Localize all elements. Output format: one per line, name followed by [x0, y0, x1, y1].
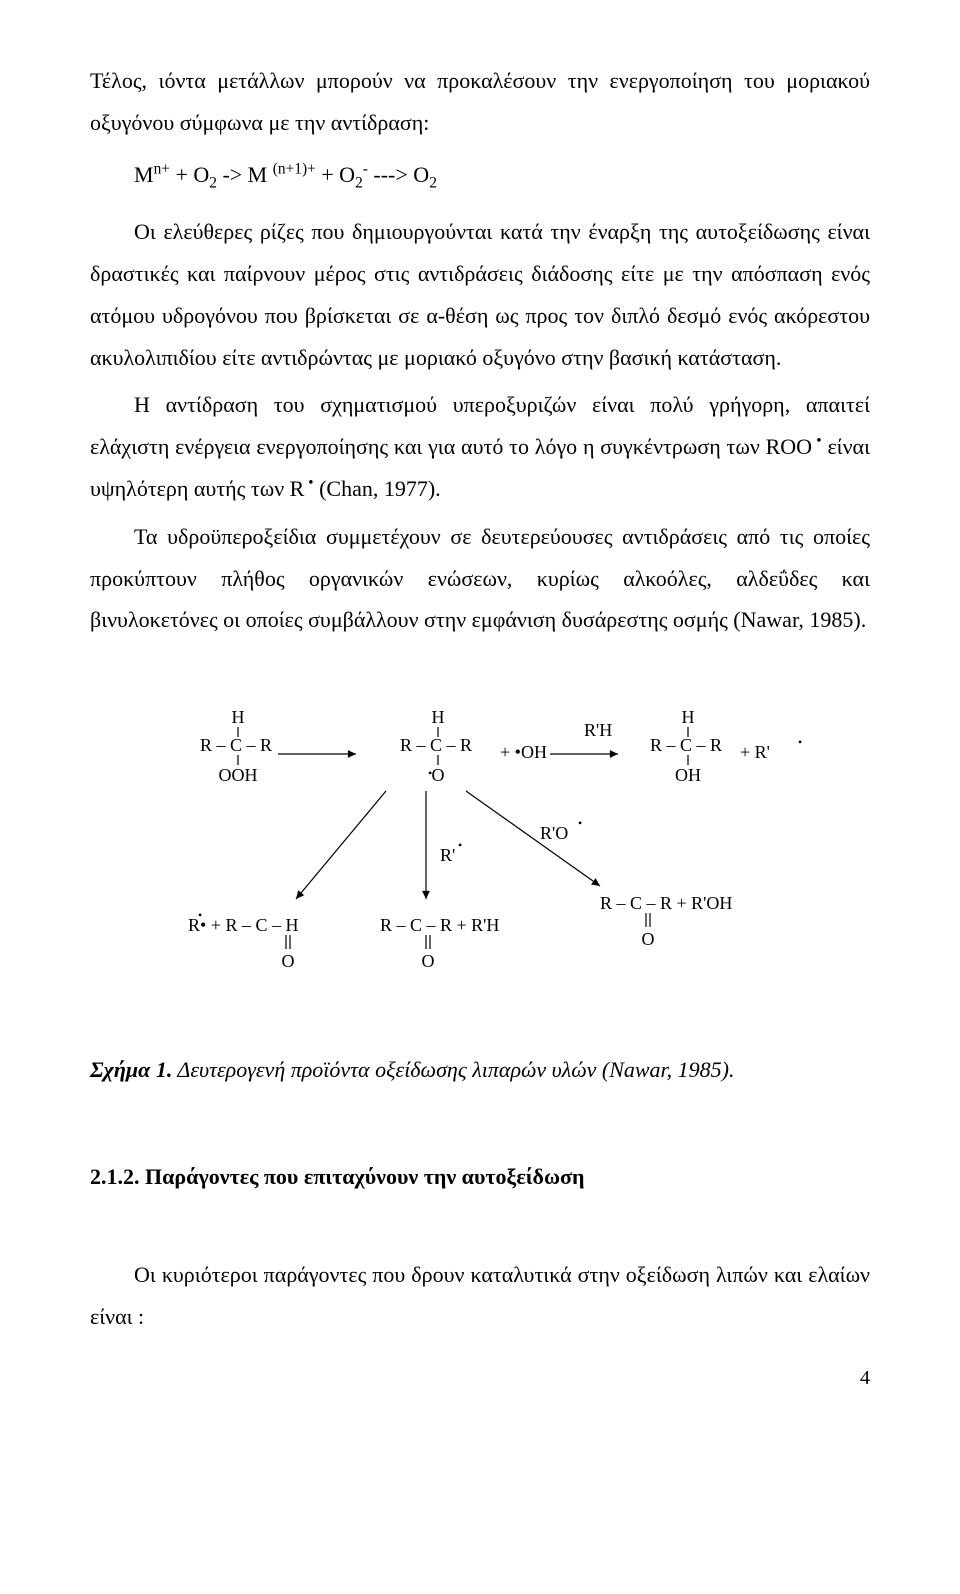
- eq-sub2c: 2: [429, 174, 437, 191]
- svg-text:•: •: [798, 735, 802, 749]
- svg-text:R• + R – C – H: R• + R – C – H: [188, 915, 298, 935]
- p3-part-a: Η αντίδραση του σχηματισμού υπεροξυριζών…: [90, 392, 870, 459]
- eq-arrow1: -> M: [217, 162, 273, 187]
- paragraph-last: Οι κυριότεροι παράγοντες που δρουν καταλ…: [90, 1254, 870, 1338]
- p3-dot2: •: [304, 475, 313, 492]
- eq-sub2a: 2: [209, 174, 217, 191]
- svg-text:OOH: OOH: [219, 765, 258, 785]
- svg-text:R – C – R: R – C – R: [400, 735, 472, 755]
- reaction-scheme-figure: HR – C – ROOHHR – C – R•OHR – C – ROH+ •…: [140, 681, 820, 1001]
- paragraph-3: Η αντίδραση του σχηματισμού υπεροξυριζών…: [90, 384, 870, 509]
- svg-text:R – C – R: R – C – R: [650, 735, 722, 755]
- figure-caption: Σχήμα 1. Δευτερογενή προϊόντα οξείδωσης …: [90, 1051, 870, 1088]
- svg-text:+ •OH: + •OH: [500, 742, 547, 762]
- svg-text:R – C – R: R – C – R: [200, 735, 272, 755]
- reaction-scheme-svg: HR – C – ROOHHR – C – R•OHR – C – ROH+ •…: [140, 681, 820, 1001]
- eq-n-plus: n+: [154, 160, 170, 177]
- svg-text:R'O: R'O: [540, 823, 568, 843]
- svg-text:OH: OH: [675, 765, 701, 785]
- svg-text:O: O: [422, 951, 435, 971]
- eq-plus-o2: + O: [316, 162, 355, 187]
- svg-text:H: H: [432, 707, 445, 727]
- paragraph-lead: Τέλος, ιόντα μετάλλων μπορούν να προκαλέ…: [90, 60, 870, 144]
- paragraph-2: Οι ελεύθερες ρίζες που δημιουργούνται κα…: [90, 211, 870, 378]
- caption-text: Δευτερογενή προϊόντα οξείδωσης λιπαρών υ…: [172, 1057, 734, 1082]
- svg-text:R – C – R + R'OH: R – C – R + R'OH: [600, 893, 732, 913]
- svg-text:+ R': + R': [740, 742, 770, 762]
- svg-text:R': R': [440, 845, 455, 865]
- svg-text:•: •: [198, 908, 202, 922]
- svg-text:R'H: R'H: [584, 720, 612, 740]
- svg-text:R – C – R + R'H: R – C – R + R'H: [380, 915, 499, 935]
- svg-text:•: •: [458, 838, 462, 852]
- svg-text:H: H: [232, 707, 245, 727]
- svg-text:O: O: [432, 765, 445, 785]
- eq-arrow2: ---> O: [368, 162, 429, 187]
- eq-M: M: [134, 162, 154, 187]
- page-number: 4: [90, 1367, 870, 1390]
- svg-text:O: O: [642, 929, 655, 949]
- p3-dot1: •: [812, 433, 822, 450]
- p3-part-c: (Chan, 1977).: [314, 476, 441, 501]
- caption-lead: Σχήμα 1.: [90, 1057, 172, 1082]
- eq-plus-o: + O: [170, 162, 209, 187]
- svg-text:O: O: [282, 951, 295, 971]
- eq-n1plus: (n+1)+: [273, 160, 316, 177]
- svg-text:•: •: [578, 816, 582, 830]
- reaction-equation: Mn+ + O2 -> M (n+1)+ + O2- ---> O2: [134, 154, 870, 198]
- paragraph-4: Τα υδροϋπεροξείδια συμμετέχουν σε δευτερ…: [90, 516, 870, 641]
- svg-text:H: H: [682, 707, 695, 727]
- section-heading: 2.1.2. Παράγοντες που επιταχύνουν την αυ…: [90, 1159, 870, 1194]
- eq-sub2b: 2: [355, 174, 363, 191]
